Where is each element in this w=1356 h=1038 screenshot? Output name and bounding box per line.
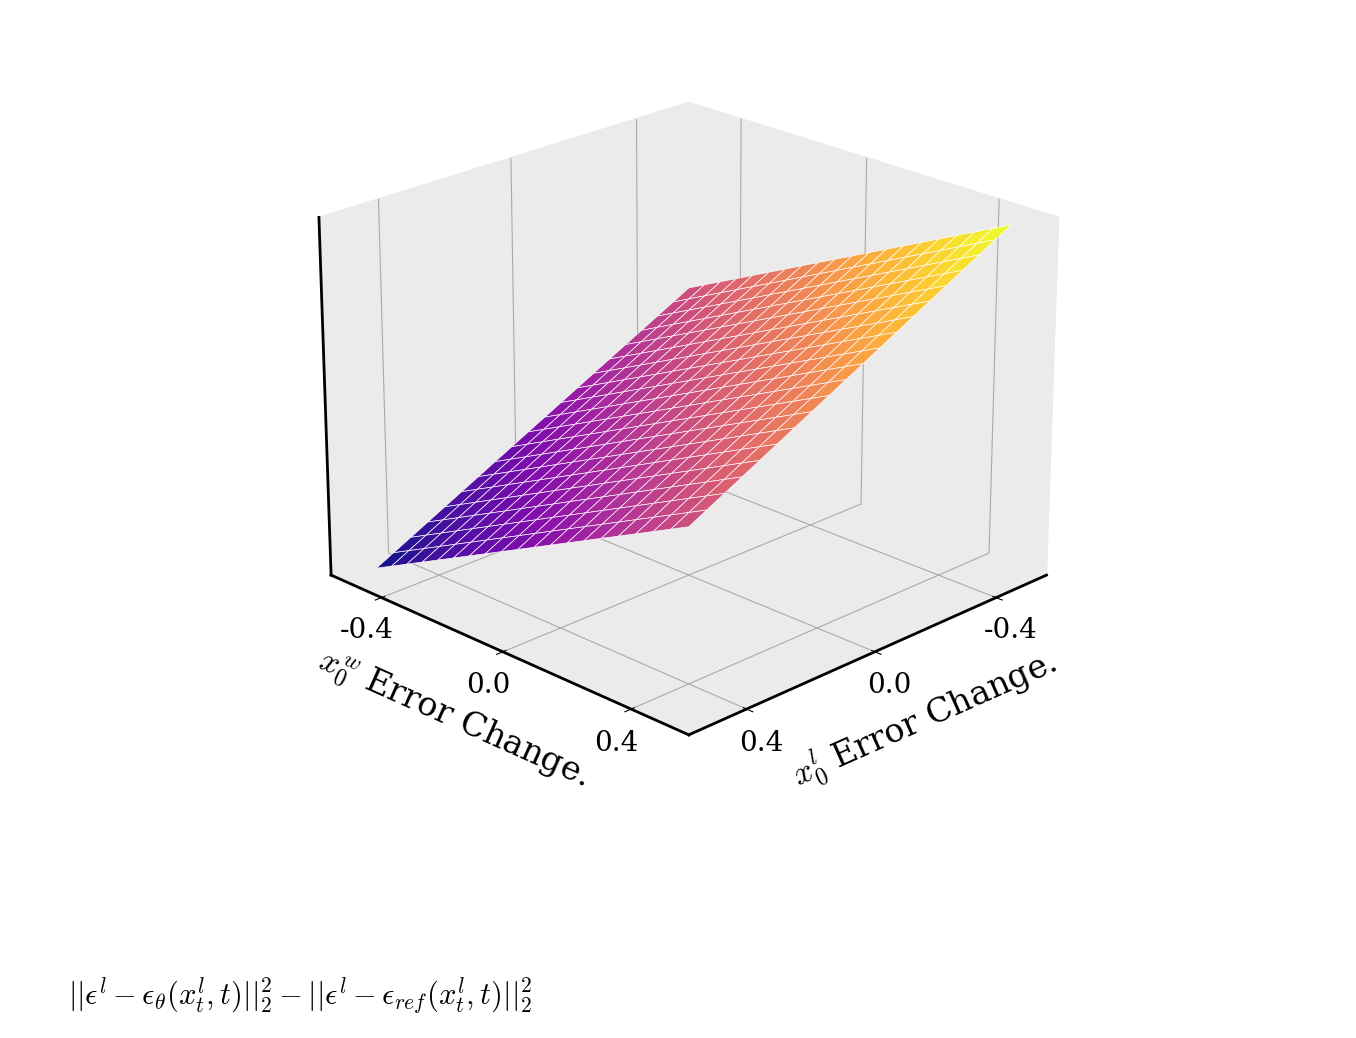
Y-axis label: $x_0^w$ Error Change.: $x_0^w$ Error Change.	[312, 643, 594, 796]
Text: $||\epsilon^l - \epsilon_\theta(x_t^l, t)||_2^2 - ||\epsilon^l - \epsilon_{ref}(: $||\epsilon^l - \epsilon_\theta(x_t^l, t…	[68, 976, 533, 1017]
X-axis label: $x_0^l$ Error Change.: $x_0^l$ Error Change.	[785, 641, 1063, 797]
